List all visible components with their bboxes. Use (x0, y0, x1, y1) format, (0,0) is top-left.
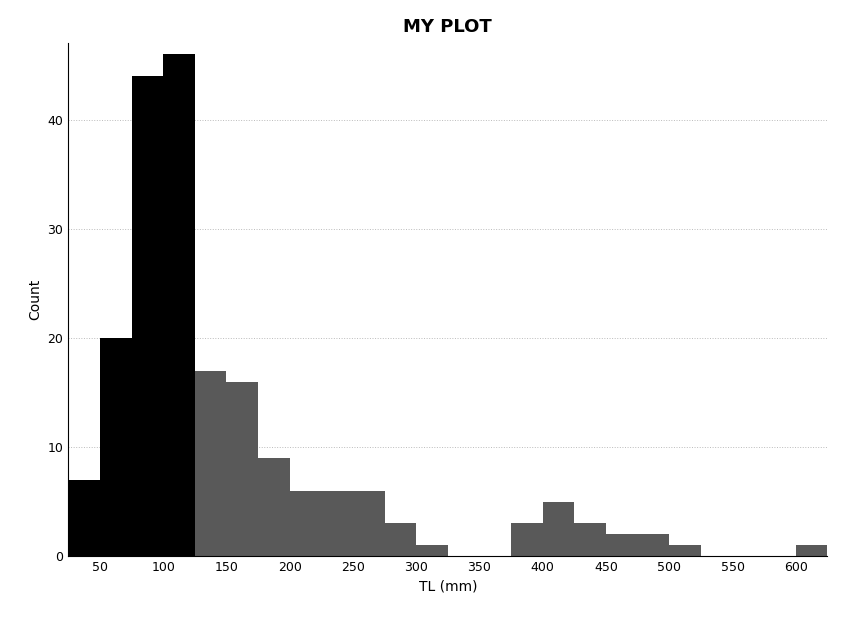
Bar (416, 545, 447, 556)
Bar (384, 523, 416, 556)
Bar (605, 535, 637, 556)
Bar (100, 491, 131, 556)
Bar (68, 491, 100, 556)
Bar (131, 76, 163, 556)
Bar (795, 545, 826, 556)
Title: MY PLOT: MY PLOT (403, 18, 492, 36)
Bar (510, 523, 542, 556)
Bar (194, 371, 226, 556)
Bar (163, 54, 194, 556)
Bar (100, 338, 131, 556)
Bar (542, 502, 573, 556)
Bar (226, 381, 257, 556)
Bar (353, 491, 384, 556)
Bar (637, 535, 669, 556)
Bar (163, 349, 194, 556)
Bar (669, 545, 700, 556)
X-axis label: TL (mm): TL (mm) (418, 580, 476, 594)
Bar (321, 491, 353, 556)
Y-axis label: Count: Count (28, 279, 42, 320)
Bar (290, 491, 321, 556)
Bar (573, 523, 605, 556)
Bar (68, 480, 100, 556)
Bar (257, 458, 290, 556)
